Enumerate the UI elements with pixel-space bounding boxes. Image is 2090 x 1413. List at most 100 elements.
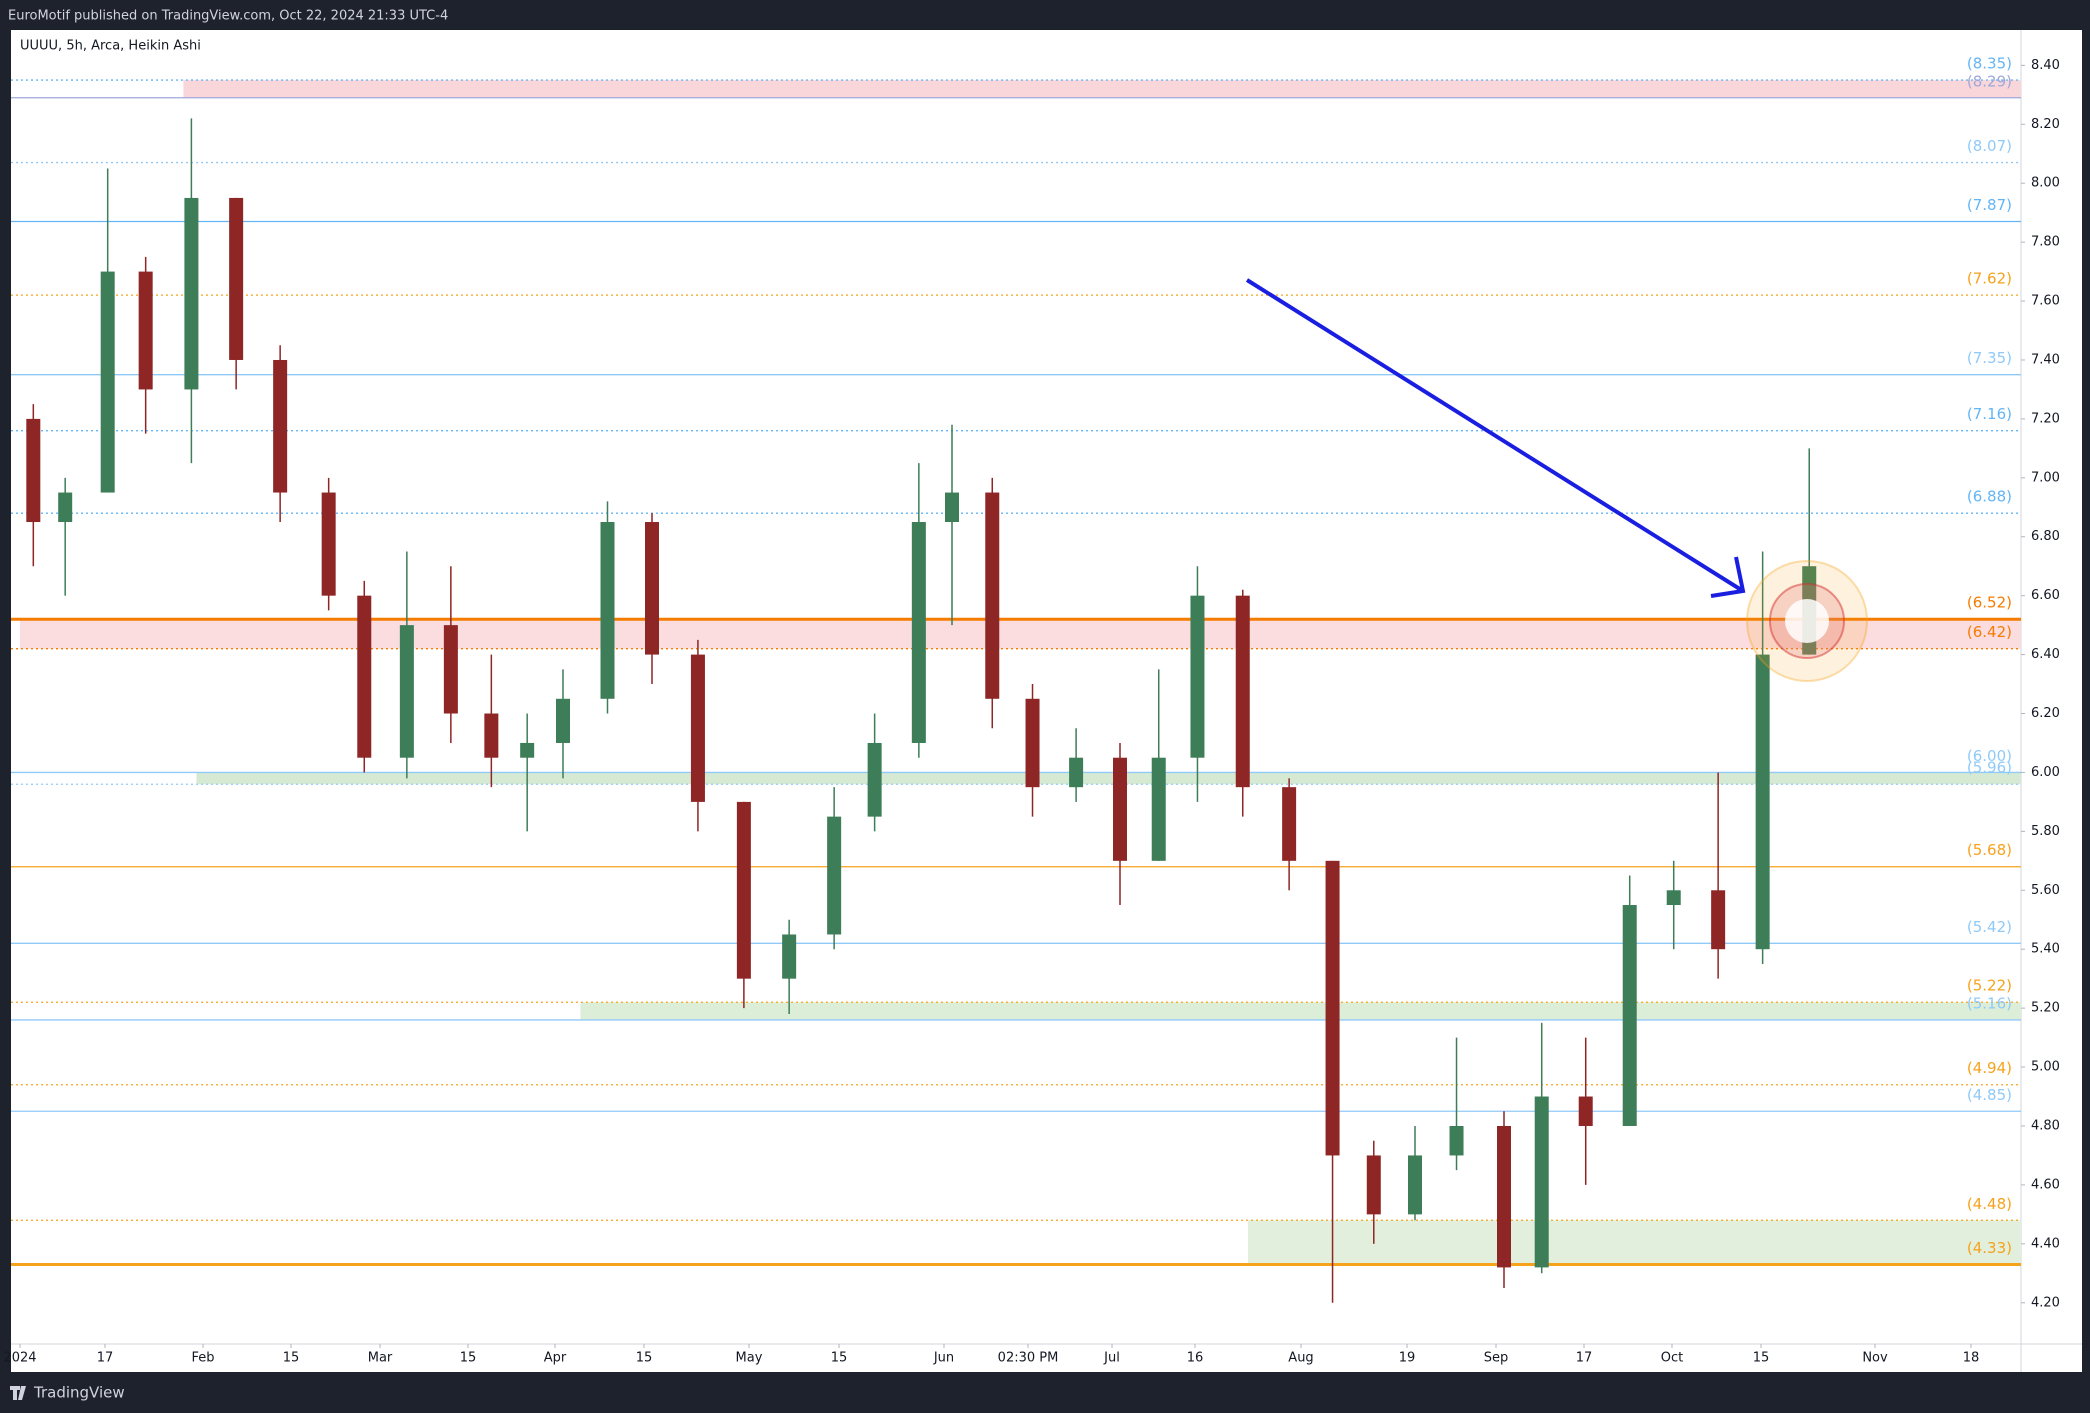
level-label: (7.62) [1967, 270, 2012, 288]
zone [20, 619, 2021, 649]
candle-body [600, 522, 615, 699]
level-label: (4.33) [1967, 1239, 2012, 1257]
y-tick-label: 5.40 [2031, 942, 2060, 957]
zones [20, 80, 2021, 1265]
y-tick-label: 4.40 [2031, 1236, 2060, 1251]
y-tick-label: 4.60 [2031, 1177, 2060, 1192]
candle-body [1025, 698, 1040, 788]
candle-body [867, 742, 882, 817]
level-label: (4.94) [1967, 1059, 2012, 1077]
candle-body [399, 625, 414, 758]
candle-body [827, 816, 842, 935]
axes: 4.20 4.40 4.60 4.80 5.00 5.20 5.40 5.60 5.80 6.00… [3, 58, 2060, 1366]
level-label: (6.52) [1967, 594, 2012, 612]
x-tick-label: Aug [1288, 1351, 1313, 1366]
x-tick-label: 18 [1963, 1351, 1980, 1366]
candle-body [58, 492, 73, 523]
level-label: (4.48) [1967, 1195, 2012, 1213]
candle-body [321, 492, 336, 596]
level-label: (7.16) [1967, 405, 2012, 423]
candle-body [100, 271, 115, 493]
candle-body [26, 418, 41, 523]
x-tick-label: 02:30 PM [998, 1351, 1059, 1366]
x-tick-label: 15 [636, 1351, 653, 1366]
x-tick-label: Sep [1484, 1351, 1509, 1366]
candle-body [1666, 890, 1681, 906]
levels: (8.35)(8.29) (8.07) (7.87) (7.62) (7.35) (7.1… [11, 55, 2021, 1266]
candle-body [1534, 1096, 1549, 1268]
y-tick-label: 7.60 [2031, 294, 2060, 309]
publisher-line: EuroMotif published on TradingView.com, … [8, 9, 448, 24]
candles [26, 118, 1817, 1303]
y-tick-label: 6.00 [2031, 765, 2060, 780]
level-label: (6.42) [1967, 623, 2012, 641]
level-label: (5.96) [1967, 759, 2012, 777]
candle-body [911, 522, 926, 743]
candle-body [520, 742, 535, 758]
y-tick-label: 7.20 [2031, 411, 2060, 426]
candle-body [1497, 1125, 1511, 1268]
candle-body [736, 801, 751, 979]
candle-body [1408, 1155, 1422, 1215]
level-label: (5.68) [1967, 841, 2012, 859]
candle-body [945, 492, 959, 523]
level-label: (7.35) [1967, 349, 2012, 367]
candle-body [1190, 595, 1205, 758]
candle-body [1449, 1125, 1464, 1156]
x-tick-label: Jul [1103, 1351, 1120, 1366]
x-tick-label: Nov [1862, 1351, 1888, 1366]
x-tick-label: 2024 [3, 1351, 36, 1366]
zone [196, 772, 2021, 785]
candle-body [1282, 787, 1297, 861]
candle-body [357, 595, 372, 758]
x-tick-label: 17 [1576, 1351, 1593, 1366]
candle-body [1151, 757, 1166, 861]
y-tick-label: 6.20 [2031, 706, 2060, 721]
highlight-center [1785, 599, 1829, 643]
candle-body [184, 197, 199, 390]
x-tick-label: May [736, 1351, 763, 1366]
chart-title: UUUU, 5h, Arca, Heikin Ashi [20, 39, 201, 54]
candle-body [645, 522, 659, 655]
x-tick-label: 15 [460, 1351, 477, 1366]
level-label: (8.29) [1967, 72, 2012, 90]
candle-body [1113, 757, 1127, 861]
chart-panel [11, 30, 2082, 1372]
level-label: (6.00) [1967, 747, 2012, 765]
y-tick-label: 8.20 [2031, 117, 2060, 132]
level-label: (5.22) [1967, 977, 2012, 995]
level-label: (7.87) [1967, 196, 2012, 214]
y-tick-label: 6.60 [2031, 588, 2060, 603]
level-label: (4.85) [1967, 1086, 2012, 1104]
candle-body [1366, 1155, 1381, 1215]
zone [183, 80, 2021, 98]
y-tick-label: 5.00 [2031, 1060, 2060, 1075]
y-tick-label: 5.80 [2031, 824, 2060, 839]
candle-body [690, 654, 705, 802]
y-tick-label: 7.40 [2031, 352, 2060, 367]
candle-body [1711, 890, 1726, 950]
y-tick-label: 4.20 [2031, 1295, 2060, 1310]
candle-body [229, 197, 244, 360]
x-tick-label: Oct [1661, 1351, 1683, 1366]
candle-body [782, 934, 797, 979]
y-tick-label: 4.80 [2031, 1118, 2060, 1133]
candle-body [1069, 757, 1084, 788]
brand: TradingView [33, 1384, 125, 1402]
level-label: (8.07) [1967, 137, 2012, 155]
arrow-head [1710, 556, 1746, 598]
zone [580, 1002, 2021, 1020]
x-tick-label: 17 [97, 1351, 114, 1366]
candle-body [1235, 595, 1250, 788]
level-label: (5.16) [1967, 994, 2012, 1012]
y-tick-label: 5.60 [2031, 883, 2060, 898]
x-tick-label: 16 [1187, 1351, 1204, 1366]
x-tick-label: 15 [283, 1351, 300, 1366]
candle-body [1578, 1096, 1593, 1126]
y-tick-label: 8.00 [2031, 176, 2060, 191]
x-tick-label: Feb [191, 1351, 214, 1366]
y-tick-label: 7.80 [2031, 235, 2060, 250]
candle-body [556, 698, 570, 743]
